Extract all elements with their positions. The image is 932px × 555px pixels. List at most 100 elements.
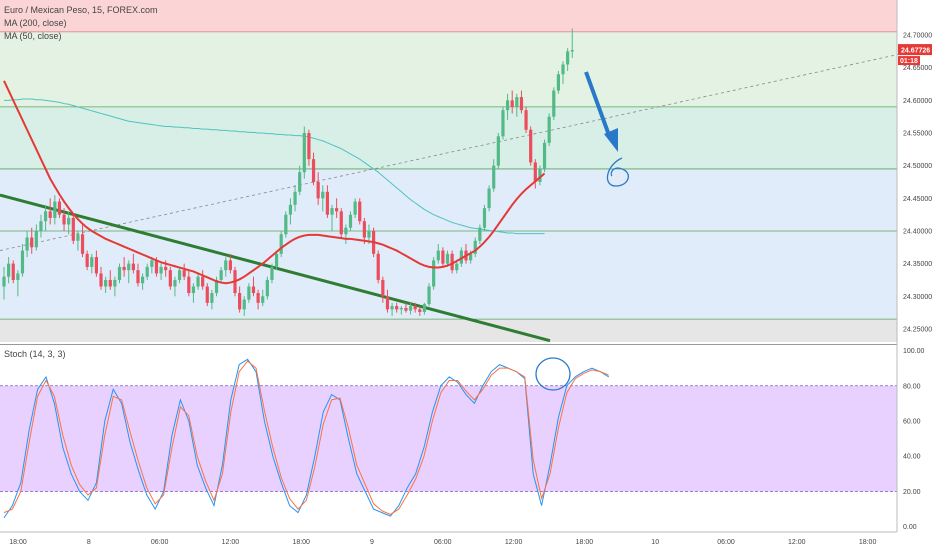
ma50-path	[3, 80, 546, 285]
candle-body	[367, 230, 371, 238]
price-tick-label: 24.30000	[903, 294, 932, 301]
candle-body	[311, 159, 316, 182]
candle-body	[561, 64, 565, 75]
main-legend: Euro / Mexican Peso, 15, FOREX.com MA (2…	[4, 4, 158, 43]
candle-body	[358, 201, 362, 222]
candle-body	[515, 97, 519, 107]
price-tag-box	[898, 44, 932, 56]
candle-body	[76, 234, 80, 241]
arrow-head	[604, 128, 618, 152]
candle-body	[556, 74, 560, 91]
candle-body	[228, 260, 232, 271]
candle-body	[48, 211, 52, 218]
price-tick-label: 24.40000	[903, 228, 932, 235]
candle-body	[469, 253, 473, 261]
stoch-tick-label: 20.00	[903, 489, 921, 496]
time-tick-label: 18:00	[859, 539, 877, 546]
candle-body	[265, 279, 269, 297]
candle-body	[150, 260, 154, 267]
candle-body	[191, 286, 196, 294]
candle-body	[256, 293, 260, 303]
zone-header	[0, 0, 897, 22]
price-tick-label: 24.35000	[903, 261, 932, 268]
time-tick-label: 18:00	[292, 539, 310, 546]
candle-body	[376, 253, 380, 280]
candle-body	[274, 253, 279, 267]
stoch-tick-label: 100.00	[903, 348, 925, 355]
candle-body	[90, 257, 94, 267]
candle-body	[321, 191, 325, 199]
price-tick-label: 24.70000	[903, 33, 932, 40]
annotations	[535, 71, 629, 391]
price-tag-value: 24.67726	[901, 48, 930, 55]
time-tick-label: 12:00	[505, 539, 523, 546]
price-tick-label: 24.55000	[903, 131, 932, 138]
candle-body	[251, 286, 256, 294]
candle-body	[224, 260, 228, 271]
zone-band	[0, 168, 897, 231]
time-tick-label: 10	[651, 539, 659, 546]
candle-body	[552, 90, 556, 117]
price-tag: 24.67726 01:18	[898, 44, 932, 66]
candle-body	[94, 257, 98, 274]
candle-body	[381, 279, 385, 297]
symbol-label[interactable]: Euro / Mexican Peso, 15, FOREX.com	[4, 5, 158, 15]
candle-body	[67, 217, 71, 225]
ma200-label[interactable]: MA (200, close)	[4, 18, 67, 28]
stoch-tick-label: 60.00	[903, 419, 921, 426]
stoch-legend[interactable]: Stoch (14, 3, 3)	[4, 349, 66, 359]
candle-body	[362, 221, 366, 238]
candle-body	[533, 162, 537, 182]
candle-body	[53, 201, 57, 218]
candle-body	[339, 211, 343, 235]
candle-body	[455, 263, 459, 271]
candle-body	[131, 263, 135, 271]
price-tick-label: 24.65000	[903, 65, 932, 72]
candle-body	[408, 306, 413, 311]
zone-band	[0, 230, 897, 320]
candle-body	[473, 240, 477, 254]
candle-body	[330, 208, 334, 215]
zone-bottom	[0, 319, 897, 342]
candle-body	[25, 237, 29, 251]
candle-body	[57, 201, 62, 215]
candle-body	[104, 279, 108, 287]
circle-mark-main	[606, 157, 629, 187]
candle-body	[316, 182, 320, 199]
candle-body	[298, 172, 302, 192]
stoch-d-line	[3, 360, 609, 515]
candle-body	[205, 286, 209, 303]
candle-body	[113, 279, 117, 287]
dotted-line	[0, 47, 928, 251]
candle-body	[210, 293, 214, 303]
ma50-label[interactable]: MA (50, close)	[4, 31, 62, 41]
arrow-shaft	[584, 71, 612, 139]
candle-body	[141, 276, 145, 284]
candle-body	[413, 306, 417, 310]
candle-body	[547, 116, 551, 143]
ma200-path	[4, 98, 545, 235]
candle-body	[214, 279, 219, 294]
candle-body	[43, 211, 48, 222]
candle-body	[11, 263, 15, 280]
trendline-path	[0, 193, 551, 343]
candle-body	[182, 270, 186, 277]
price-tick-label: 24.25000	[903, 326, 932, 333]
candle-body	[173, 279, 177, 287]
candle-body	[566, 51, 570, 65]
time-tick-label: 12:00	[788, 539, 806, 546]
time-tick-label: 18:00	[576, 539, 594, 546]
candle-body	[159, 266, 163, 274]
candle-body	[99, 273, 103, 287]
candle-body	[20, 250, 25, 274]
candle-body	[492, 165, 496, 189]
zone-top	[0, 22, 897, 32]
candle-body	[529, 129, 533, 163]
candle-body	[445, 253, 450, 264]
candle-body	[482, 208, 487, 228]
price-tick-label: 24.45000	[903, 196, 932, 203]
candle-body	[201, 276, 205, 287]
candle-body	[422, 304, 427, 312]
candle-body	[510, 100, 514, 107]
ma50-line	[3, 80, 546, 285]
